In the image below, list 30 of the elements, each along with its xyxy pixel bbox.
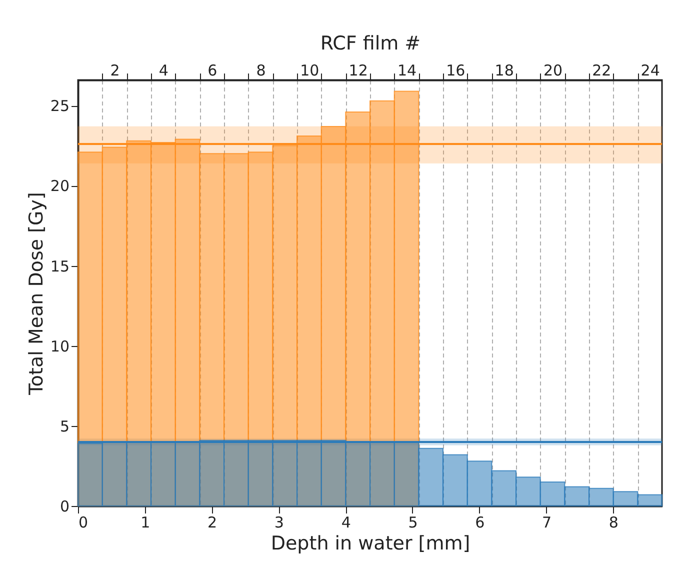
x2-tick-label: 20 [543, 62, 563, 80]
x2-tick-label: 6 [208, 62, 218, 80]
x2-tick-label: 18 [494, 62, 514, 80]
x-tick-label: 3 [274, 514, 284, 532]
x2-tick-label: 2 [110, 62, 120, 80]
x-tick-label: 8 [608, 514, 618, 532]
x2-tick-label: 14 [397, 62, 417, 80]
y-tick-label: 0 [60, 498, 70, 516]
x2-tick-label: 8 [256, 62, 266, 80]
x2-tick-label: 4 [158, 62, 168, 80]
x-tick-label: 4 [341, 514, 351, 532]
y-tick-label: 20 [50, 177, 70, 196]
x-tick-label: 5 [408, 514, 418, 532]
x2-tick-label: 12 [348, 62, 368, 80]
x-axis-title: Depth in water [mm] [270, 532, 470, 554]
x-tick-label: 6 [475, 514, 485, 532]
y-tick-label: 5 [60, 417, 70, 436]
x-tick-label: 2 [208, 514, 218, 532]
x2-axis-title: RCF film # [320, 32, 421, 54]
x2-tick-label: 22 [592, 62, 612, 80]
y-tick-label: 15 [50, 257, 70, 276]
x2-tick-label: 24 [640, 62, 660, 80]
x2-tick-label: 10 [300, 62, 320, 80]
x-tick-label: 0 [78, 514, 88, 532]
x-tick-label: 7 [542, 514, 552, 532]
y-tick-label: 10 [50, 337, 70, 356]
y-tick-label: 25 [50, 97, 70, 116]
x-tick-label: 1 [140, 514, 150, 532]
y-axis-title: Total Mean Dose [Gy] [25, 192, 48, 396]
x2-tick-label: 16 [446, 62, 466, 80]
